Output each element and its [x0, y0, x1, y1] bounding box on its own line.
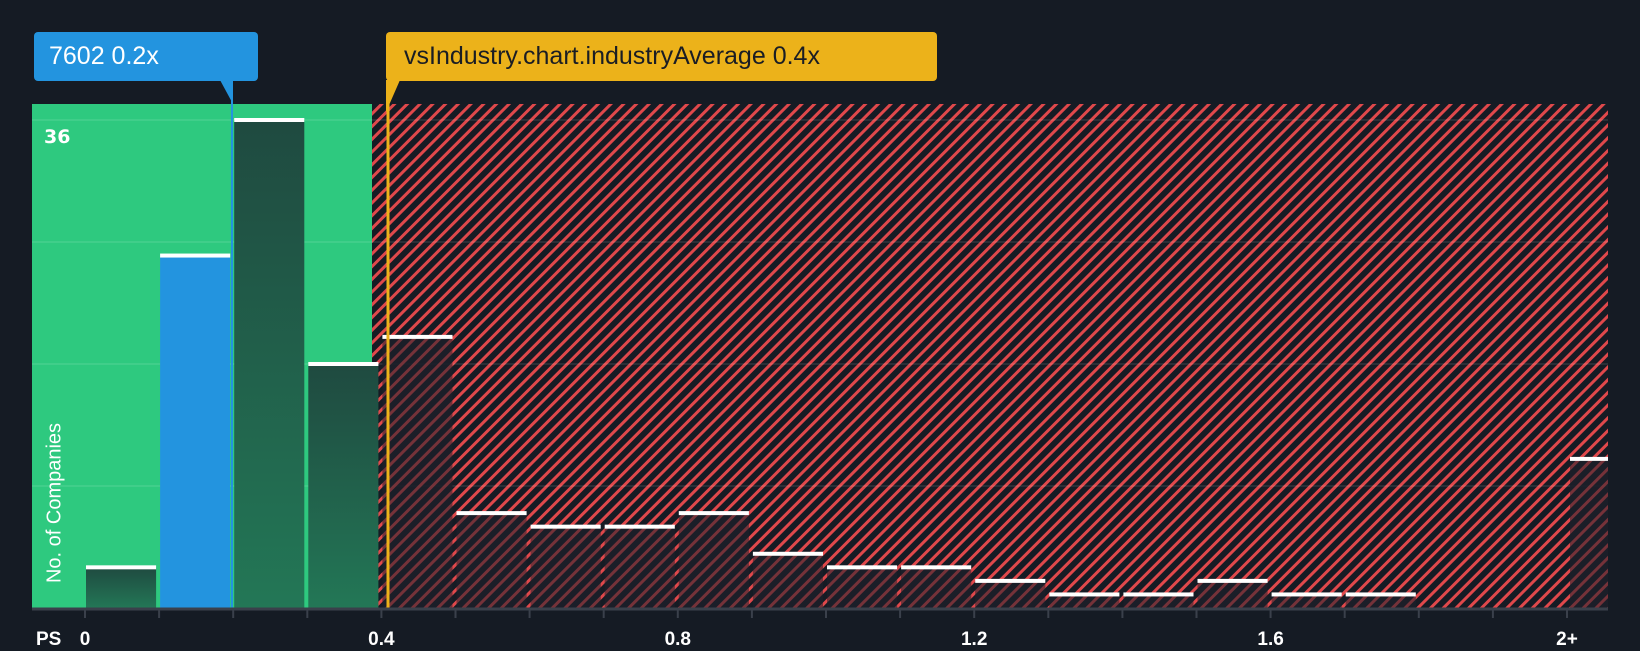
bar-top-marker — [678, 511, 749, 516]
bar-top-marker — [975, 578, 1046, 583]
bar-hatch — [1570, 458, 1608, 608]
bar-top-marker — [827, 565, 898, 570]
bar-hatch — [1271, 594, 1342, 608]
x-tick-label: 0.8 — [664, 629, 692, 650]
bar-top-marker — [234, 118, 305, 122]
marker-lines — [220, 80, 400, 608]
bar-top-marker — [86, 565, 157, 570]
bar-hatch — [604, 526, 675, 608]
industry-average-label: vsIndustry.chart.industryAverage 0.4x — [404, 42, 820, 70]
x-tick-label: 1.6 — [1257, 629, 1284, 650]
histogram-bars — [86, 118, 1608, 609]
bar-top-marker — [604, 524, 675, 529]
company-bar — [160, 255, 231, 609]
histogram-bar — [234, 120, 305, 608]
histogram-bar — [86, 567, 157, 608]
bar-hatch — [752, 553, 823, 608]
y-tick-max: 36 — [44, 126, 71, 148]
bar-top-marker — [1345, 592, 1416, 597]
bar-top-marker — [1049, 592, 1120, 597]
bar-hatch — [530, 526, 601, 608]
company-ps-label: 7602 0.2x — [49, 42, 159, 70]
x-tick-label: 0 — [79, 629, 91, 650]
bar-hatch — [827, 567, 898, 608]
bar-hatch — [1197, 580, 1268, 608]
bar-top-marker — [752, 551, 823, 556]
valuation-zones — [32, 104, 1608, 608]
bar-top-marker — [160, 253, 231, 258]
bar-top-marker — [1197, 578, 1268, 583]
bar-hatch — [901, 567, 972, 608]
bar-top-marker — [1123, 592, 1194, 597]
bar-top-marker — [530, 524, 601, 529]
bar-hatch — [456, 513, 527, 608]
bar-hatch — [382, 336, 453, 608]
bar-hatch — [1049, 594, 1120, 608]
industry-pointer — [386, 80, 400, 112]
bar-top-marker — [456, 511, 527, 516]
bar-top-marker — [1570, 456, 1608, 461]
bar-top-marker — [901, 565, 972, 570]
bar-hatch — [678, 513, 749, 608]
bar-top-marker — [308, 362, 379, 366]
industry-average-callout: vsIndustry.chart.industryAverage 0.4x — [386, 32, 937, 81]
x-tick-label: 1.2 — [960, 629, 988, 650]
histogram-bar — [308, 364, 379, 608]
x-tick-label: 2+ — [1556, 629, 1578, 650]
company-ps-callout: 7602 0.2x — [34, 32, 258, 81]
x-axis-title: PS — [36, 629, 62, 650]
bar-hatch — [1345, 594, 1416, 608]
bar-hatch — [1123, 594, 1194, 608]
overvalued-zone — [372, 104, 1608, 608]
x-axis — [32, 607, 1608, 618]
x-tick-label: 0.4 — [368, 629, 395, 650]
bar-hatch — [975, 580, 1046, 608]
bar-top-marker — [382, 334, 453, 339]
bar-top-marker — [1271, 592, 1342, 597]
company-pointer — [220, 80, 233, 104]
y-axis-label: No. of Companies — [43, 422, 66, 584]
